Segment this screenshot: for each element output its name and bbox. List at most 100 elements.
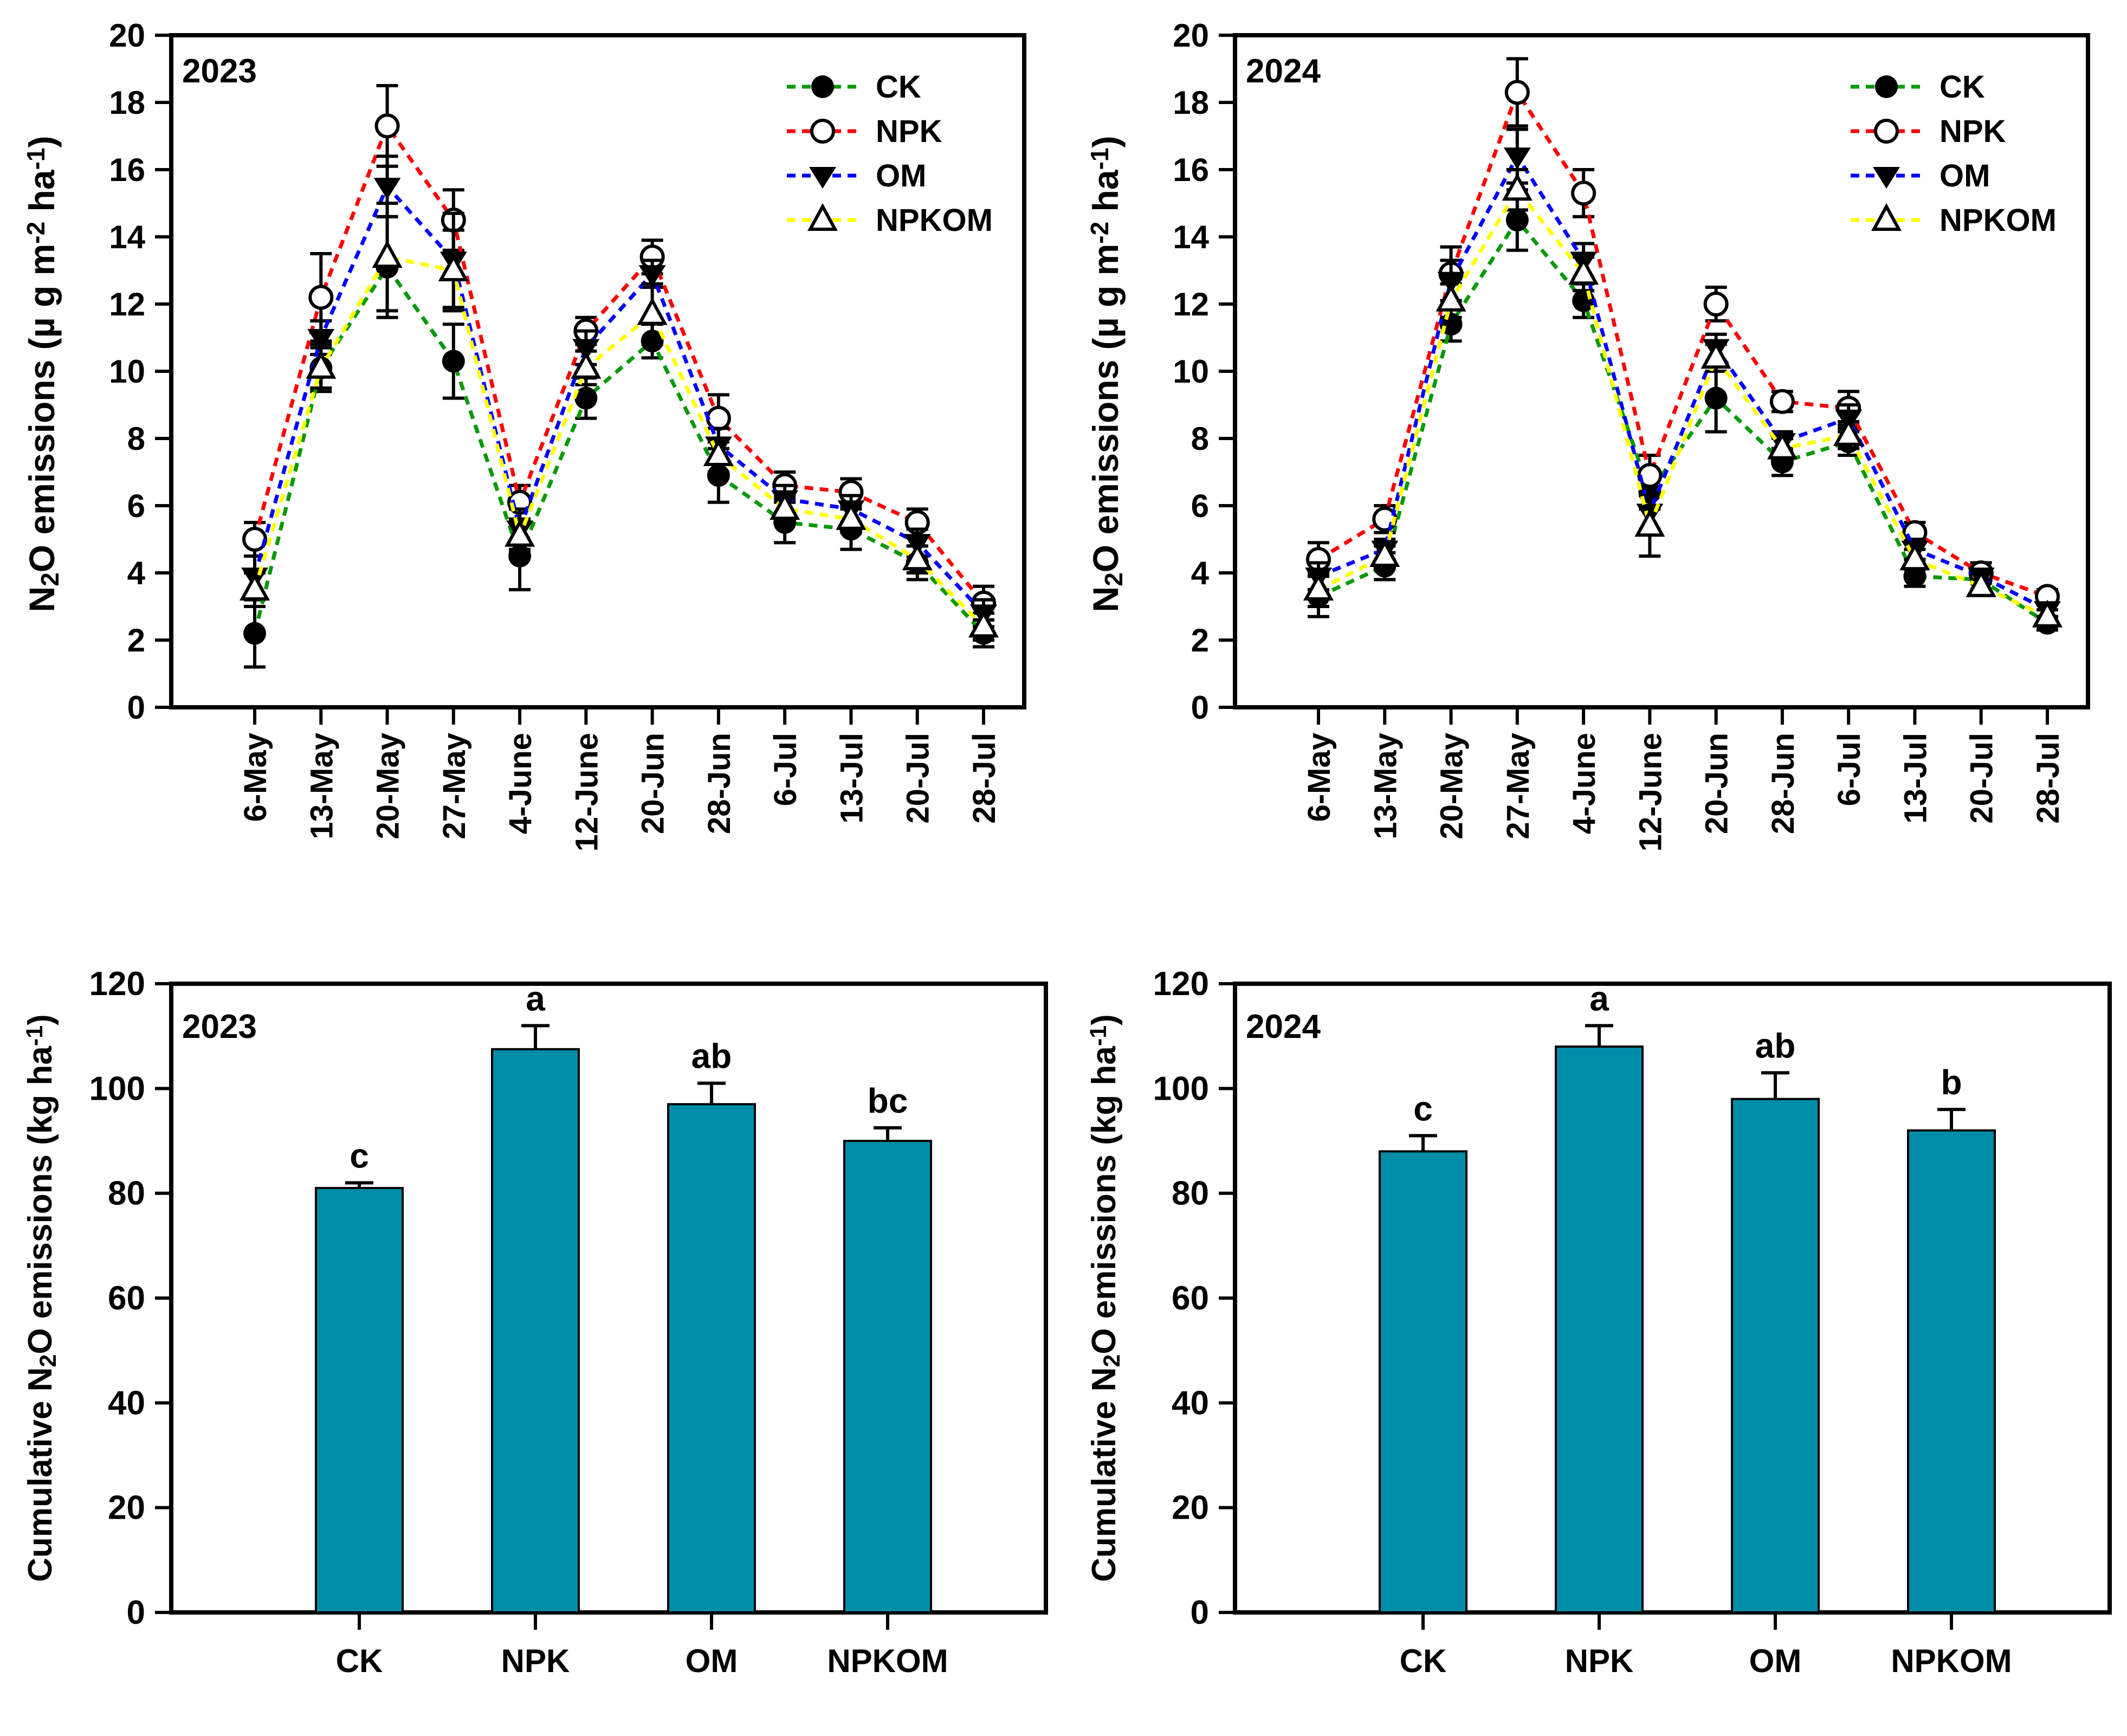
y-tick-label: 8 [1191, 421, 1209, 457]
sig-letter: ab [691, 1037, 732, 1076]
bar-group-NPKOM: bc [843, 1081, 932, 1614]
bar [1555, 1046, 1644, 1614]
bar [1907, 1129, 1996, 1614]
sig-letter: a [1589, 979, 1609, 1018]
y-tick-label: 18 [109, 85, 145, 121]
bar [1379, 1150, 1467, 1614]
marker-open-triangle-up [1899, 542, 1930, 571]
y-tick-label: 100 [89, 1070, 145, 1107]
marker-open-triangle-up [1436, 283, 1466, 312]
legend-item-OM: OM [1851, 158, 1990, 193]
marker-open-triangle-up [1303, 572, 1334, 601]
legend-label: OM [876, 158, 926, 193]
legend-item-NPK: NPK [787, 114, 942, 149]
x-category-label: CK [336, 1643, 383, 1679]
marker-open-circle [1874, 119, 1899, 144]
x-tick-label: 28-Jun [702, 733, 737, 834]
marker-open-triangle-up [438, 253, 469, 281]
marker-open-triangle-up [1369, 539, 1400, 567]
x-tick-label: 6-Jul [768, 733, 803, 806]
marker-filled-circle [707, 464, 730, 487]
y-axis-title: N2O emissions (µ g m-2 ha-1) [1085, 136, 1128, 612]
bar-group-NPK: a [1555, 979, 1644, 1614]
marker-open-circle [810, 119, 835, 144]
legend-item-CK: CK [787, 69, 921, 105]
y-tick-label: 80 [1172, 1175, 1209, 1212]
series-line-CK [1317, 217, 2048, 625]
y-tick-label: 120 [89, 965, 145, 1003]
sig-letter: c [350, 1136, 369, 1175]
sig-letter: bc [868, 1081, 908, 1120]
marker-open-triangle-up [1568, 256, 1599, 285]
marker-open-circle [706, 405, 731, 431]
legend-item-NPKOM: NPKOM [787, 203, 993, 238]
legend-item-OM: OM [787, 158, 926, 193]
y-tick-label: 4 [127, 555, 146, 591]
year-label: 2023 [182, 53, 257, 90]
marker-open-triangle-up [571, 351, 602, 379]
marker-filled-triangle-down [1873, 167, 1900, 189]
x-tick-label: 13-Jul [834, 733, 869, 824]
y-tick-label: 20 [1172, 1489, 1209, 1527]
marker-filled-circle [1704, 386, 1728, 410]
marker-open-triangle-up [968, 609, 999, 638]
axes: 0 2 4 6 8 10 12 14 16 18 20 6-May 13-May 20-May 27-May… [109, 17, 1026, 851]
axes: 0 2 4 6 8 10 12 14 16 18 20 6-May 13-May 20-May 27-May… [1173, 17, 2090, 851]
x-category-label: NPK [501, 1643, 570, 1679]
marker-open-triangle-up [902, 542, 933, 571]
marker-open-circle [1769, 389, 1795, 414]
y-tick-label: 12 [1173, 286, 1209, 322]
marker-filled-circle [1875, 75, 1898, 98]
y-tick-label: 0 [1191, 1594, 1209, 1631]
x-category-label: NPKOM [827, 1643, 948, 1679]
marker-filled-circle [811, 75, 834, 98]
x-tick-label: 20-May [371, 733, 406, 840]
y-axis-title: Cumulative N2O emissions (kg ha-1) [1085, 1014, 1125, 1582]
marker-open-triangle-up [807, 203, 838, 231]
legend-label: NPK [876, 114, 942, 149]
x-tick-label: 20-Jun [636, 733, 671, 834]
series-line-NPKOM [1317, 186, 2048, 618]
year-label: 2023 [182, 1008, 257, 1046]
sig-letter: ab [1755, 1026, 1796, 1065]
marker-open-triangle-up [836, 502, 867, 530]
y-tick-label: 40 [1172, 1384, 1209, 1422]
legend-item-NPKOM: NPKOM [1851, 203, 2057, 238]
bar [1731, 1098, 1820, 1614]
y-axis-title: Cumulative N2O emissions (kg ha-1) [22, 1014, 61, 1582]
y-tick-label: 120 [1153, 965, 1209, 1003]
bar-group-OM: ab [667, 1037, 756, 1614]
series-line-OM [253, 183, 985, 615]
x-category-label: OM [686, 1643, 738, 1679]
x-tick-label: 13-Jul [1898, 733, 1933, 824]
y-tick-label: 0 [1191, 689, 1209, 726]
x-category-label: NPKOM [1891, 1643, 2012, 1679]
y-tick-label: 12 [109, 286, 145, 322]
y-tick-label: 20 [1173, 17, 1209, 54]
marker-filled-triangle-down [373, 178, 401, 199]
x-category-label: CK [1400, 1643, 1447, 1679]
series-line-NPK [1317, 88, 2048, 598]
marker-open-circle [1504, 80, 1530, 105]
y-tick-label: 2 [1191, 622, 1209, 659]
x-tick-label: 20-Jul [901, 733, 936, 824]
marker-filled-triangle-down [1503, 147, 1531, 170]
marker-open-triangle-up [770, 492, 800, 520]
x-tick-label: 20-May [1434, 733, 1470, 840]
marker-open-triangle-up [306, 351, 337, 379]
y-tick-label: 10 [109, 353, 145, 390]
y-tick-label: 100 [1153, 1070, 1209, 1107]
marker-filled-triangle-down [307, 329, 335, 351]
y-tick-label: 6 [127, 488, 145, 524]
bar [667, 1103, 756, 1614]
y-tick-label: 10 [1173, 353, 1209, 390]
marker-filled-circle [442, 350, 465, 373]
marker-open-triangle-up [239, 572, 270, 601]
marker-filled-circle [1505, 209, 1529, 231]
